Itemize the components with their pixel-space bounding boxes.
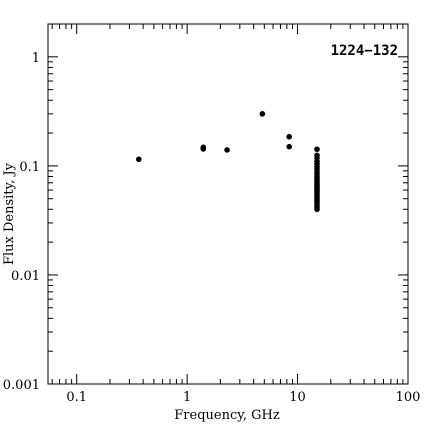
y-axis-title: Flux Density, Jy	[2, 162, 17, 265]
x-axis-title: Frequency, GHz	[174, 408, 280, 423]
data-point	[314, 206, 320, 213]
source-annotation: 1224−132	[331, 43, 398, 59]
y-tick-label: 0.001	[3, 378, 40, 393]
data-point	[135, 156, 142, 163]
data-point	[286, 133, 292, 140]
x-tick-label: 100	[396, 390, 421, 405]
y-tick-label: 0.1	[19, 160, 40, 175]
data-point	[224, 147, 230, 153]
data-point	[286, 143, 292, 150]
data-point	[200, 146, 207, 152]
y-tick-label: 0.01	[11, 269, 40, 284]
data-point	[259, 111, 266, 117]
y-tick-label: 1	[32, 51, 40, 66]
data-point	[314, 146, 320, 153]
x-tick-label: 0.1	[66, 390, 87, 405]
x-tick-label: 1	[183, 390, 191, 405]
plot-frame	[47, 23, 409, 385]
x-tick-label: 10	[289, 390, 306, 405]
